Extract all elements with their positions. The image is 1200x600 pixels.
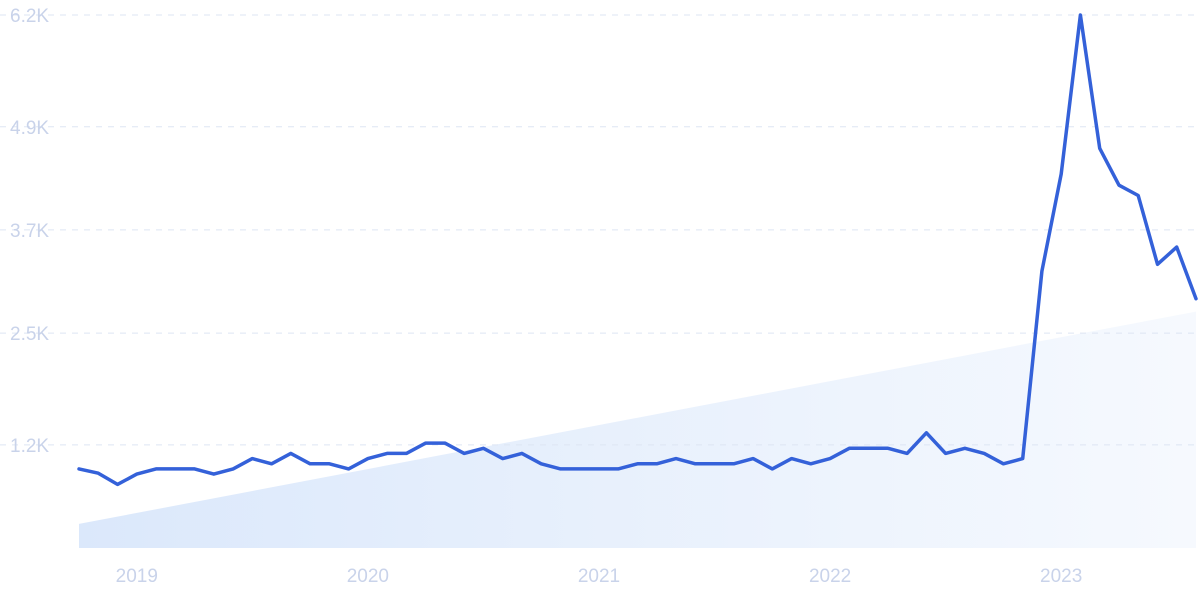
x-tick-label: 2021 bbox=[578, 566, 620, 587]
y-tick-label: 4.9K bbox=[10, 118, 49, 139]
x-tick-label: 2023 bbox=[1040, 566, 1082, 587]
y-tick-label: 1.2K bbox=[10, 436, 49, 457]
trend-area bbox=[79, 311, 1196, 548]
y-tick-label: 6.2K bbox=[10, 6, 49, 27]
x-tick-label: 2019 bbox=[116, 566, 158, 587]
x-tick-label: 2020 bbox=[347, 566, 389, 587]
series-line bbox=[77, 13, 1198, 487]
x-tick-label: 2022 bbox=[809, 566, 851, 587]
y-tick-label: 2.5K bbox=[10, 324, 49, 345]
y-tick-label: 3.7K bbox=[10, 221, 49, 242]
